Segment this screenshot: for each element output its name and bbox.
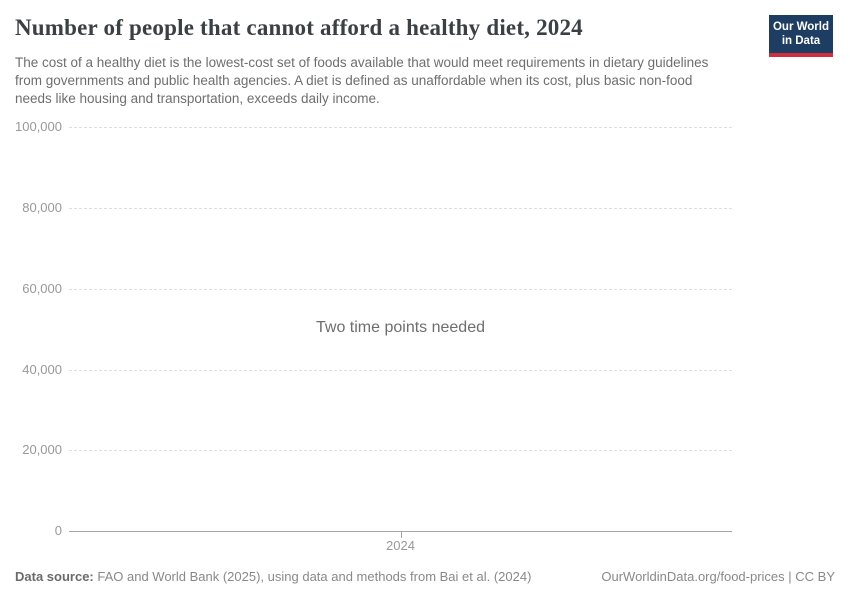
y-axis-tick-label: 0 [54, 523, 62, 538]
data-source-note: Data source: FAO and World Bank (2025), … [15, 569, 531, 584]
x-axis-tick-label: 2024 [386, 538, 415, 553]
gridline-100000 [69, 127, 732, 128]
y-axis-tick-label: 20,000 [22, 442, 62, 457]
empty-state-message: Two time points needed [316, 319, 485, 336]
y-axis-tick-label: 80,000 [22, 200, 62, 215]
x-axis-line [69, 531, 732, 532]
y-axis-tick-label: 100,000 [15, 119, 62, 134]
data-source-text: FAO and World Bank (2025), using data an… [93, 569, 532, 584]
y-axis-tick-label: 40,000 [22, 362, 62, 377]
data-source-label: Data source: [15, 569, 94, 584]
page-title: Number of people that cannot afford a he… [15, 15, 583, 40]
owid-logo-line1: Our World [772, 21, 829, 33]
gridline-20000 [69, 450, 732, 451]
owid-logo: Our World in Data [769, 15, 833, 57]
gridline-80000 [69, 208, 732, 209]
gridline-40000 [69, 370, 732, 371]
x-axis-tick-mark [401, 532, 402, 538]
gridline-60000 [69, 289, 732, 290]
license-link[interactable]: OurWorldinData.org/food-prices | CC BY [601, 569, 835, 584]
owid-logo-line2: in Data [781, 34, 821, 47]
chart-subtitle: The cost of a healthy diet is the lowest… [15, 55, 709, 106]
y-axis-tick-label: 60,000 [22, 281, 62, 296]
